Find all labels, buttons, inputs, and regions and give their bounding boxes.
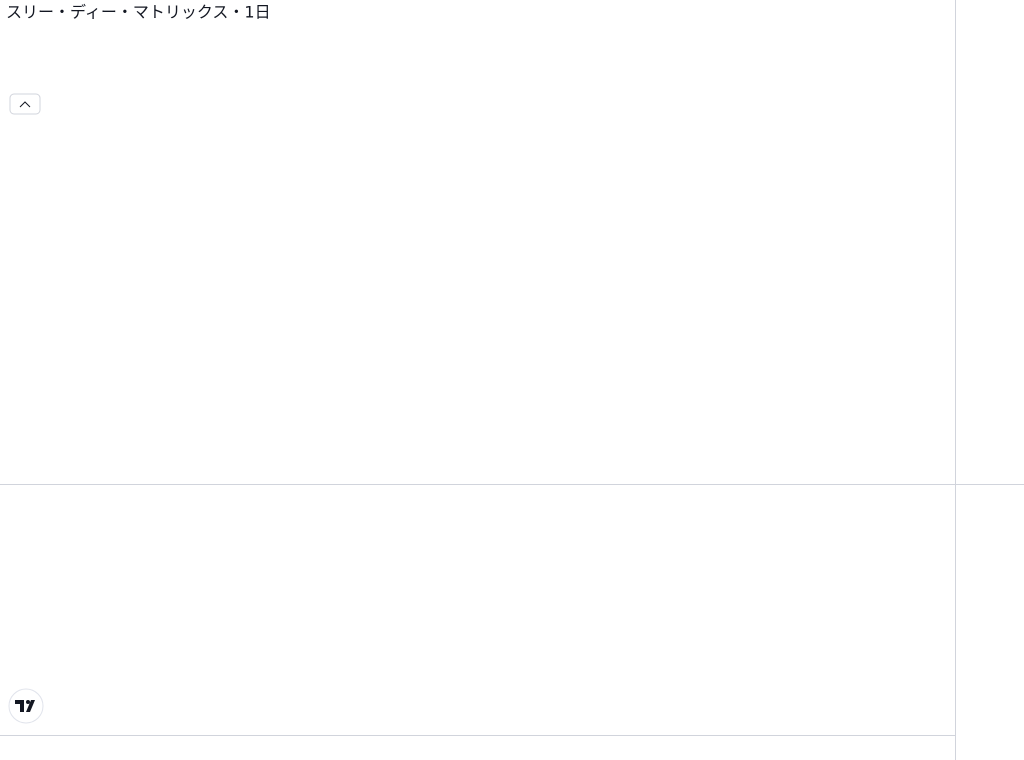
legend: スリー・ディー・マトリックス・1日 始値256.0高値260.0安値251.0終…: [6, 3, 271, 115]
logo-mark: [15, 700, 35, 712]
chart-title: スリー・ディー・マトリックス・1日: [6, 3, 271, 22]
logo-dot: [26, 700, 30, 704]
logo[interactable]: [8, 688, 44, 724]
logo-badge: [8, 688, 44, 724]
collapse-button[interactable]: [9, 93, 41, 115]
collapse-icon: [19, 101, 31, 108]
